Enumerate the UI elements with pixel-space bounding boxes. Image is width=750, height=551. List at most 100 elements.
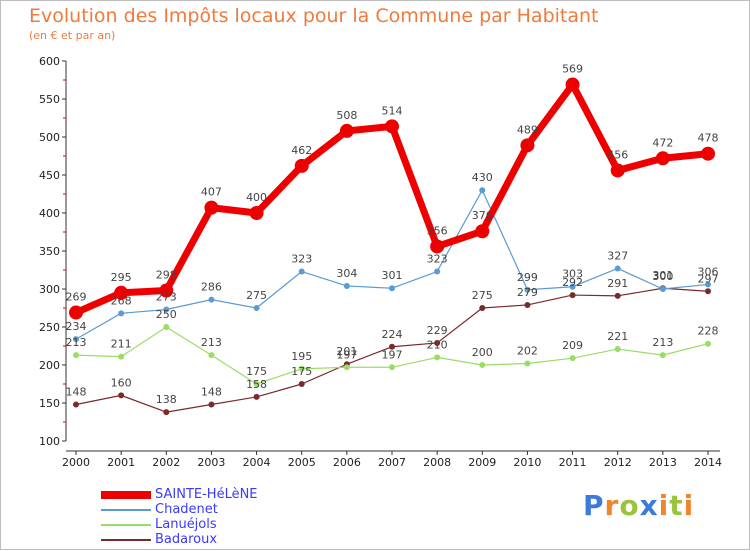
- x-tick-label: 2013: [649, 456, 677, 469]
- data-label-lanuejols: 228: [698, 325, 719, 338]
- data-label-lanuejols: 213: [66, 336, 87, 349]
- data-label-chadenet: 301: [382, 269, 403, 282]
- y-tick-label: 350: [39, 245, 60, 258]
- data-point-sainte-helene: [655, 151, 670, 166]
- y-tick-label: 400: [39, 207, 60, 220]
- chart-subtitle: (en € et par an): [29, 29, 116, 42]
- data-label-badaroux: 291: [607, 277, 628, 290]
- data-label-lanuejols: 213: [652, 336, 673, 349]
- data-label-chadenet: 323: [427, 253, 448, 266]
- data-label-sainte-helene: 514: [382, 104, 403, 117]
- data-point-chadenet: [659, 286, 666, 292]
- data-label-sainte-helene: 508: [336, 109, 357, 122]
- data-point-badaroux: [569, 292, 576, 299]
- proxiti-logo: Proxiti: [583, 489, 694, 522]
- data-point-sainte-helene: [565, 77, 580, 92]
- data-point-sainte-helene: [159, 283, 174, 298]
- data-point-badaroux: [253, 393, 260, 400]
- data-point-chadenet: [298, 268, 305, 275]
- x-tick-label: 2007: [378, 456, 406, 469]
- legend-label-chadenet: Chadenet: [155, 502, 218, 517]
- data-label-sainte-helene: 456: [607, 148, 628, 161]
- x-tick-label: 2014: [694, 456, 722, 469]
- data-point-badaroux: [434, 339, 441, 346]
- data-label-chadenet: 275: [246, 289, 267, 302]
- data-point-chadenet: [569, 283, 576, 290]
- y-tick-label: 300: [39, 283, 60, 296]
- data-label-lanuejols: 213: [201, 336, 222, 349]
- data-label-chadenet: 299: [517, 271, 538, 284]
- data-label-badaroux: 201: [336, 345, 357, 358]
- y-tick-label: 100: [39, 435, 60, 448]
- data-label-sainte-helene: 462: [291, 144, 312, 157]
- data-point-chadenet: [163, 306, 170, 313]
- data-point-sainte-helene: [430, 239, 445, 254]
- data-point-badaroux: [73, 401, 79, 408]
- data-label-sainte-helene: 569: [562, 63, 583, 76]
- x-tick-label: 2008: [423, 456, 451, 469]
- data-label-badaroux: 297: [698, 272, 719, 285]
- data-point-chadenet: [524, 286, 531, 293]
- data-label-badaroux: 138: [156, 393, 177, 406]
- x-tick-label: 2000: [62, 456, 90, 469]
- legend-swatch-chadenet: [101, 509, 151, 511]
- data-label-badaroux: 224: [382, 328, 403, 341]
- y-tick-label: 550: [39, 93, 60, 106]
- data-label-chadenet: 303: [562, 268, 583, 281]
- data-point-chadenet: [208, 296, 215, 303]
- data-point-badaroux: [389, 343, 395, 350]
- data-point-badaroux: [118, 392, 125, 399]
- y-tick-label: 200: [39, 359, 60, 372]
- legend-label-badaroux: Badaroux: [155, 532, 218, 547]
- data-point-sainte-helene: [249, 206, 264, 220]
- data-point-badaroux: [524, 301, 531, 308]
- legend-item-lanuejols: Lanuéjols: [101, 517, 361, 532]
- data-label-chadenet: 273: [156, 291, 177, 304]
- logo-letter: o: [619, 489, 640, 522]
- data-point-lanuejols: [343, 364, 350, 371]
- x-tick-label: 2012: [604, 456, 632, 469]
- data-point-lanuejols: [118, 353, 125, 360]
- data-label-chadenet: 234: [66, 320, 87, 333]
- data-point-chadenet: [389, 285, 395, 292]
- data-point-chadenet: [614, 265, 621, 272]
- data-label-lanuejols: 210: [427, 338, 448, 351]
- data-point-sainte-helene: [385, 119, 399, 134]
- data-point-chadenet: [705, 281, 711, 288]
- data-point-sainte-helene: [701, 146, 715, 161]
- logo-letter: t: [669, 489, 684, 522]
- legend-swatch-sainte-helene: [101, 491, 151, 499]
- legend: SAINTE-HéLèNE Chadenet Lanuéjols Badaroux: [101, 487, 361, 547]
- data-label-chadenet: 430: [472, 171, 493, 184]
- data-label-badaroux: 229: [427, 324, 448, 337]
- data-point-sainte-helene: [610, 163, 625, 178]
- data-point-badaroux: [298, 381, 305, 387]
- data-label-sainte-helene: 472: [652, 136, 673, 149]
- data-point-badaroux: [614, 292, 621, 299]
- data-label-chadenet: 327: [607, 249, 628, 262]
- data-point-chadenet: [253, 305, 260, 311]
- data-label-sainte-helene: 376: [472, 209, 493, 222]
- data-label-badaroux: 148: [66, 386, 87, 399]
- data-label-lanuejols: 197: [336, 348, 357, 361]
- data-point-sainte-helene: [339, 123, 354, 138]
- data-label-sainte-helene: 407: [201, 186, 222, 199]
- data-point-lanuejols: [434, 354, 441, 361]
- legend-item-chadenet: Chadenet: [101, 502, 361, 517]
- x-tick-label: 2011: [559, 456, 587, 469]
- data-label-lanuejols: 209: [562, 339, 583, 352]
- data-point-badaroux: [705, 288, 711, 295]
- data-label-sainte-helene: 298: [156, 269, 177, 282]
- data-point-sainte-helene: [520, 138, 535, 153]
- data-point-sainte-helene: [69, 305, 83, 320]
- data-label-chadenet: 300: [652, 270, 673, 283]
- data-point-sainte-helene: [204, 200, 219, 215]
- data-label-lanuejols: 200: [472, 346, 493, 359]
- data-label-lanuejols: 197: [382, 348, 403, 361]
- data-label-chadenet: 323: [291, 253, 312, 266]
- data-point-lanuejols: [298, 365, 305, 372]
- data-point-chadenet: [479, 187, 486, 194]
- data-label-lanuejols: 221: [607, 330, 628, 343]
- data-label-badaroux: 148: [201, 386, 222, 399]
